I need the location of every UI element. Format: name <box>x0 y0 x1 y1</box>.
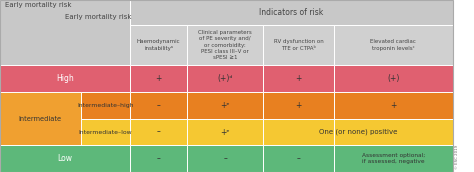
Text: Haemodynamic
instabilityᵃ: Haemodynamic instabilityᵃ <box>137 40 181 51</box>
Text: (+): (+) <box>387 74 400 83</box>
Text: One (or none) positive: One (or none) positive <box>319 129 397 135</box>
Text: +: + <box>390 101 397 110</box>
FancyBboxPatch shape <box>187 145 263 172</box>
Text: –: – <box>157 127 161 137</box>
FancyBboxPatch shape <box>334 65 453 92</box>
FancyBboxPatch shape <box>263 119 334 145</box>
FancyBboxPatch shape <box>130 119 187 145</box>
Text: © ESC 2019: © ESC 2019 <box>455 144 459 169</box>
FancyBboxPatch shape <box>187 92 263 119</box>
FancyBboxPatch shape <box>81 92 130 119</box>
Text: Intermediate–high: Intermediate–high <box>77 103 134 108</box>
FancyBboxPatch shape <box>334 119 453 145</box>
FancyBboxPatch shape <box>263 25 334 65</box>
Text: Early mortality risk: Early mortality risk <box>65 14 132 20</box>
Text: –: – <box>157 154 161 163</box>
Text: Elevated cardiac
troponin levelsᶜ: Elevated cardiac troponin levelsᶜ <box>371 40 416 51</box>
FancyBboxPatch shape <box>0 92 81 145</box>
Text: Intermediate: Intermediate <box>19 116 62 122</box>
FancyBboxPatch shape <box>0 65 130 92</box>
Text: Indicators of risk: Indicators of risk <box>259 8 324 17</box>
FancyBboxPatch shape <box>0 0 130 65</box>
Text: –: – <box>297 154 301 163</box>
FancyBboxPatch shape <box>130 65 187 92</box>
FancyBboxPatch shape <box>0 92 81 119</box>
FancyBboxPatch shape <box>263 65 334 92</box>
Text: Low: Low <box>58 154 73 163</box>
FancyBboxPatch shape <box>263 145 334 172</box>
FancyBboxPatch shape <box>0 119 81 145</box>
Text: Intermediate–low: Intermediate–low <box>79 130 132 135</box>
Text: RV dysfunction on
TTE or CTPAᵇ: RV dysfunction on TTE or CTPAᵇ <box>274 40 323 51</box>
Text: +: + <box>155 74 162 83</box>
FancyBboxPatch shape <box>130 145 187 172</box>
Text: –: – <box>157 101 161 110</box>
FancyBboxPatch shape <box>130 0 453 25</box>
Text: Clinical parameters
of PE severity and/
or comorbidity:
PESI class III–V or
sPES: Clinical parameters of PE severity and/ … <box>198 30 252 60</box>
FancyBboxPatch shape <box>81 119 130 145</box>
Text: +: + <box>295 74 302 83</box>
Text: Assessment optional;
if assessed, negative: Assessment optional; if assessed, negati… <box>362 153 425 164</box>
Text: –: – <box>223 154 227 163</box>
FancyBboxPatch shape <box>334 145 453 172</box>
Text: High: High <box>56 74 74 83</box>
Text: +ᵉ: +ᵉ <box>220 127 230 137</box>
FancyBboxPatch shape <box>0 145 130 172</box>
FancyBboxPatch shape <box>187 65 263 92</box>
FancyBboxPatch shape <box>187 119 263 145</box>
Text: +: + <box>295 101 302 110</box>
FancyBboxPatch shape <box>130 25 187 65</box>
FancyBboxPatch shape <box>334 25 453 65</box>
Text: (+)ᵈ: (+)ᵈ <box>218 74 233 83</box>
Text: +ᵉ: +ᵉ <box>220 101 230 110</box>
FancyBboxPatch shape <box>263 92 334 119</box>
FancyBboxPatch shape <box>187 25 263 65</box>
FancyBboxPatch shape <box>334 92 453 119</box>
Text: Early mortality risk: Early mortality risk <box>5 2 71 8</box>
FancyBboxPatch shape <box>130 92 187 119</box>
